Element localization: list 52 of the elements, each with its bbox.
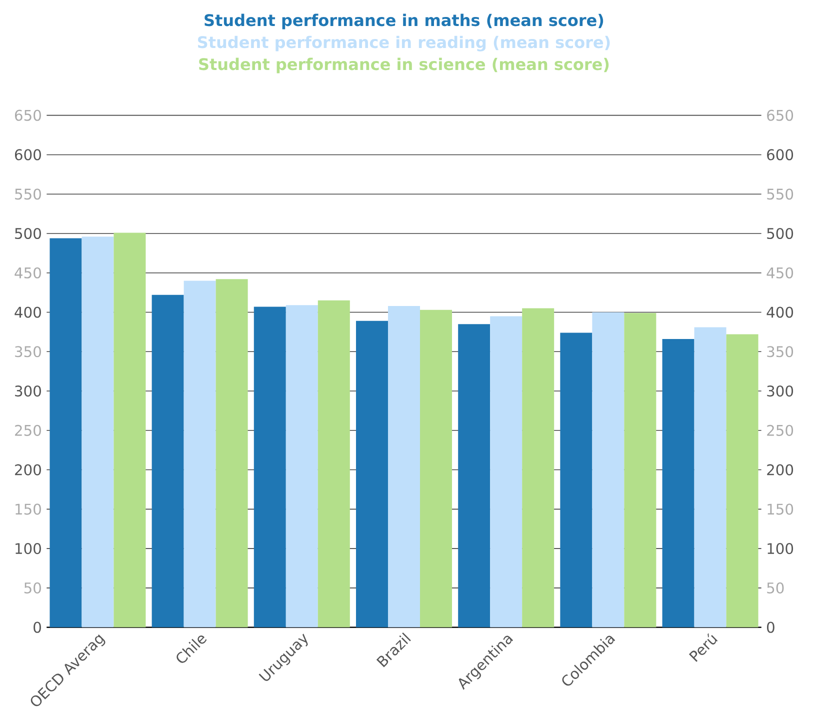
y-tick-label: 600 [14,149,41,160]
y2-tick-label: 50 [767,582,784,594]
y-tick-label: 250 [15,424,41,436]
bar [152,294,184,628]
bar [458,324,490,628]
y2-tick-label: 250 [767,424,794,436]
y-tick-label: 0 [34,622,41,633]
y2-tick-label: 150 [768,504,794,515]
y-tick-label: 150 [16,504,41,515]
bar [82,236,114,628]
bar [114,232,146,628]
y2-tick-label: 400 [766,306,794,318]
bar [356,320,388,628]
bar [388,306,420,628]
y2-tick-label: 600 [767,149,794,160]
bar [726,334,758,628]
y2-tick-label: 500 [767,228,794,240]
y-tick-label: 550 [15,188,41,200]
y2-tick-label: 200 [767,464,794,476]
bar [662,339,694,628]
bar [216,279,248,628]
bar [184,280,216,628]
y-tick-label: 200 [15,464,41,476]
y-tick-label: 500 [15,228,41,240]
y-tick-label: 50 [24,582,41,594]
y-tick-label: 300 [15,385,41,397]
bar [560,332,592,628]
bar [694,327,726,628]
y-tick-label: 100 [16,543,41,554]
y2-tick-label: 650 [767,110,794,121]
bar [420,310,452,628]
y2-tick-label: 100 [768,543,794,554]
y2-tick-label: 350 [767,346,794,358]
text: Student performance in science (mean score) [199,58,609,74]
y-tick-label: 450 [14,267,41,278]
y2-tick-label: 300 [767,385,794,397]
y-tick-label: 350 [15,346,41,358]
bar [592,312,624,628]
text: Student performance in reading (mean score) [198,36,610,52]
bar [254,306,286,628]
text: Student performance in maths (mean score) [204,14,604,30]
y2-tick-label: 450 [766,267,794,278]
bar [522,308,554,628]
y2-tick-label: 0 [767,622,774,633]
y-tick-label: 400 [14,306,41,318]
y-tick-label: 650 [14,110,41,121]
bar [318,300,350,628]
bar [490,316,522,628]
bar [50,238,82,628]
bar [624,313,656,628]
y2-tick-label: 550 [767,188,794,200]
bar [286,305,318,628]
